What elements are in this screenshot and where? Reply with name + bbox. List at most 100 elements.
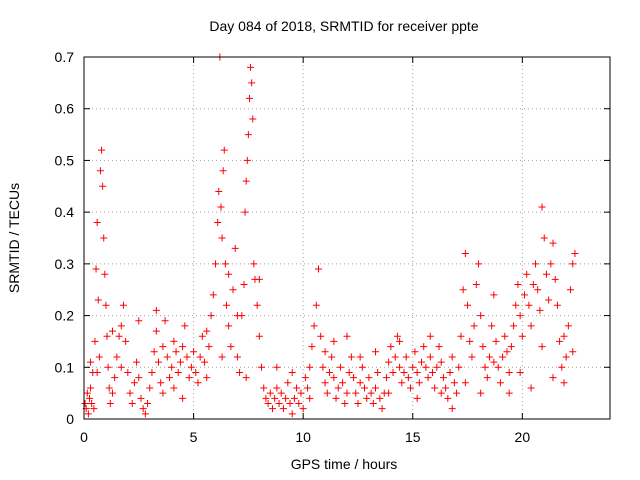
data-points (81, 53, 579, 418)
data-point (81, 399, 89, 407)
data-point (225, 322, 233, 330)
data-point (111, 374, 119, 382)
data-point (113, 353, 121, 361)
data-point (457, 332, 465, 340)
data-point (485, 353, 493, 361)
data-point (128, 399, 136, 407)
data-point (481, 363, 489, 371)
data-point (396, 363, 404, 371)
y-tick-label: 0 (66, 411, 74, 427)
data-point (87, 384, 95, 392)
data-point (247, 63, 255, 71)
grid-layer (84, 57, 610, 419)
data-point (243, 156, 251, 164)
data-point (233, 312, 241, 320)
data-point (284, 379, 292, 387)
data-point (196, 353, 204, 361)
data-point (468, 353, 476, 361)
data-point (219, 167, 227, 175)
data-point (222, 301, 230, 309)
data-point (159, 389, 167, 397)
data-point (192, 368, 200, 376)
data-point (101, 270, 109, 278)
data-point (339, 379, 347, 387)
data-point (215, 187, 223, 195)
data-point (194, 379, 202, 387)
data-point (510, 322, 518, 330)
data-point (361, 384, 369, 392)
data-point (165, 374, 173, 382)
data-point (389, 368, 397, 376)
data-point (514, 281, 522, 289)
data-point (459, 286, 467, 294)
data-point (317, 332, 325, 340)
data-point (442, 384, 450, 392)
x-tick-label: 5 (190, 429, 198, 445)
data-point (290, 394, 298, 402)
data-point (170, 384, 178, 392)
data-point (571, 250, 579, 258)
data-point (365, 374, 373, 382)
data-point (260, 384, 268, 392)
data-point (345, 368, 353, 376)
data-point (461, 250, 469, 258)
data-point (558, 363, 566, 371)
data-point (490, 291, 498, 299)
data-point (560, 379, 568, 387)
data-point (549, 374, 557, 382)
data-point (98, 146, 106, 154)
data-point (431, 384, 439, 392)
data-point (268, 405, 276, 413)
data-point (418, 358, 426, 366)
data-point (90, 405, 98, 413)
data-point (141, 410, 149, 418)
data-point (540, 234, 548, 242)
chart-title: Day 084 of 2018, SRMTID for receiver ppt… (209, 18, 478, 34)
data-point (308, 343, 316, 351)
data-point (323, 389, 331, 397)
data-point (523, 270, 531, 278)
data-point (343, 332, 351, 340)
data-point (212, 260, 219, 268)
data-point (398, 379, 406, 387)
data-point (271, 394, 279, 402)
data-point (244, 131, 252, 139)
data-point (135, 317, 143, 325)
data-point (499, 353, 507, 361)
data-point (100, 234, 108, 242)
data-point (567, 286, 575, 294)
data-point (115, 332, 123, 340)
data-point (396, 337, 404, 345)
data-point (304, 384, 312, 392)
data-point (382, 374, 390, 382)
data-point (426, 332, 434, 340)
data-point (245, 94, 253, 102)
data-point (225, 270, 233, 278)
data-point (299, 405, 307, 413)
data-point (187, 363, 195, 371)
data-point (341, 399, 349, 407)
data-point (551, 275, 559, 283)
data-point (255, 332, 263, 340)
data-point (358, 363, 366, 371)
y-tick-label: 0.3 (55, 256, 75, 272)
data-point (426, 353, 434, 361)
data-point (492, 337, 500, 345)
data-point (88, 399, 96, 407)
data-point (376, 394, 384, 402)
data-point (119, 301, 127, 309)
data-point (176, 358, 184, 366)
data-point (233, 353, 241, 361)
data-point (102, 301, 110, 309)
data-point (336, 363, 344, 371)
data-point (529, 281, 537, 289)
data-point (371, 384, 379, 392)
data-point (560, 332, 568, 340)
data-point (279, 405, 287, 413)
y-axis-label: SRMTID / TECUs (6, 183, 22, 293)
data-point (464, 301, 472, 309)
data-point (315, 265, 323, 273)
data-point (356, 353, 364, 361)
data-point (505, 389, 513, 397)
data-point (435, 343, 443, 351)
